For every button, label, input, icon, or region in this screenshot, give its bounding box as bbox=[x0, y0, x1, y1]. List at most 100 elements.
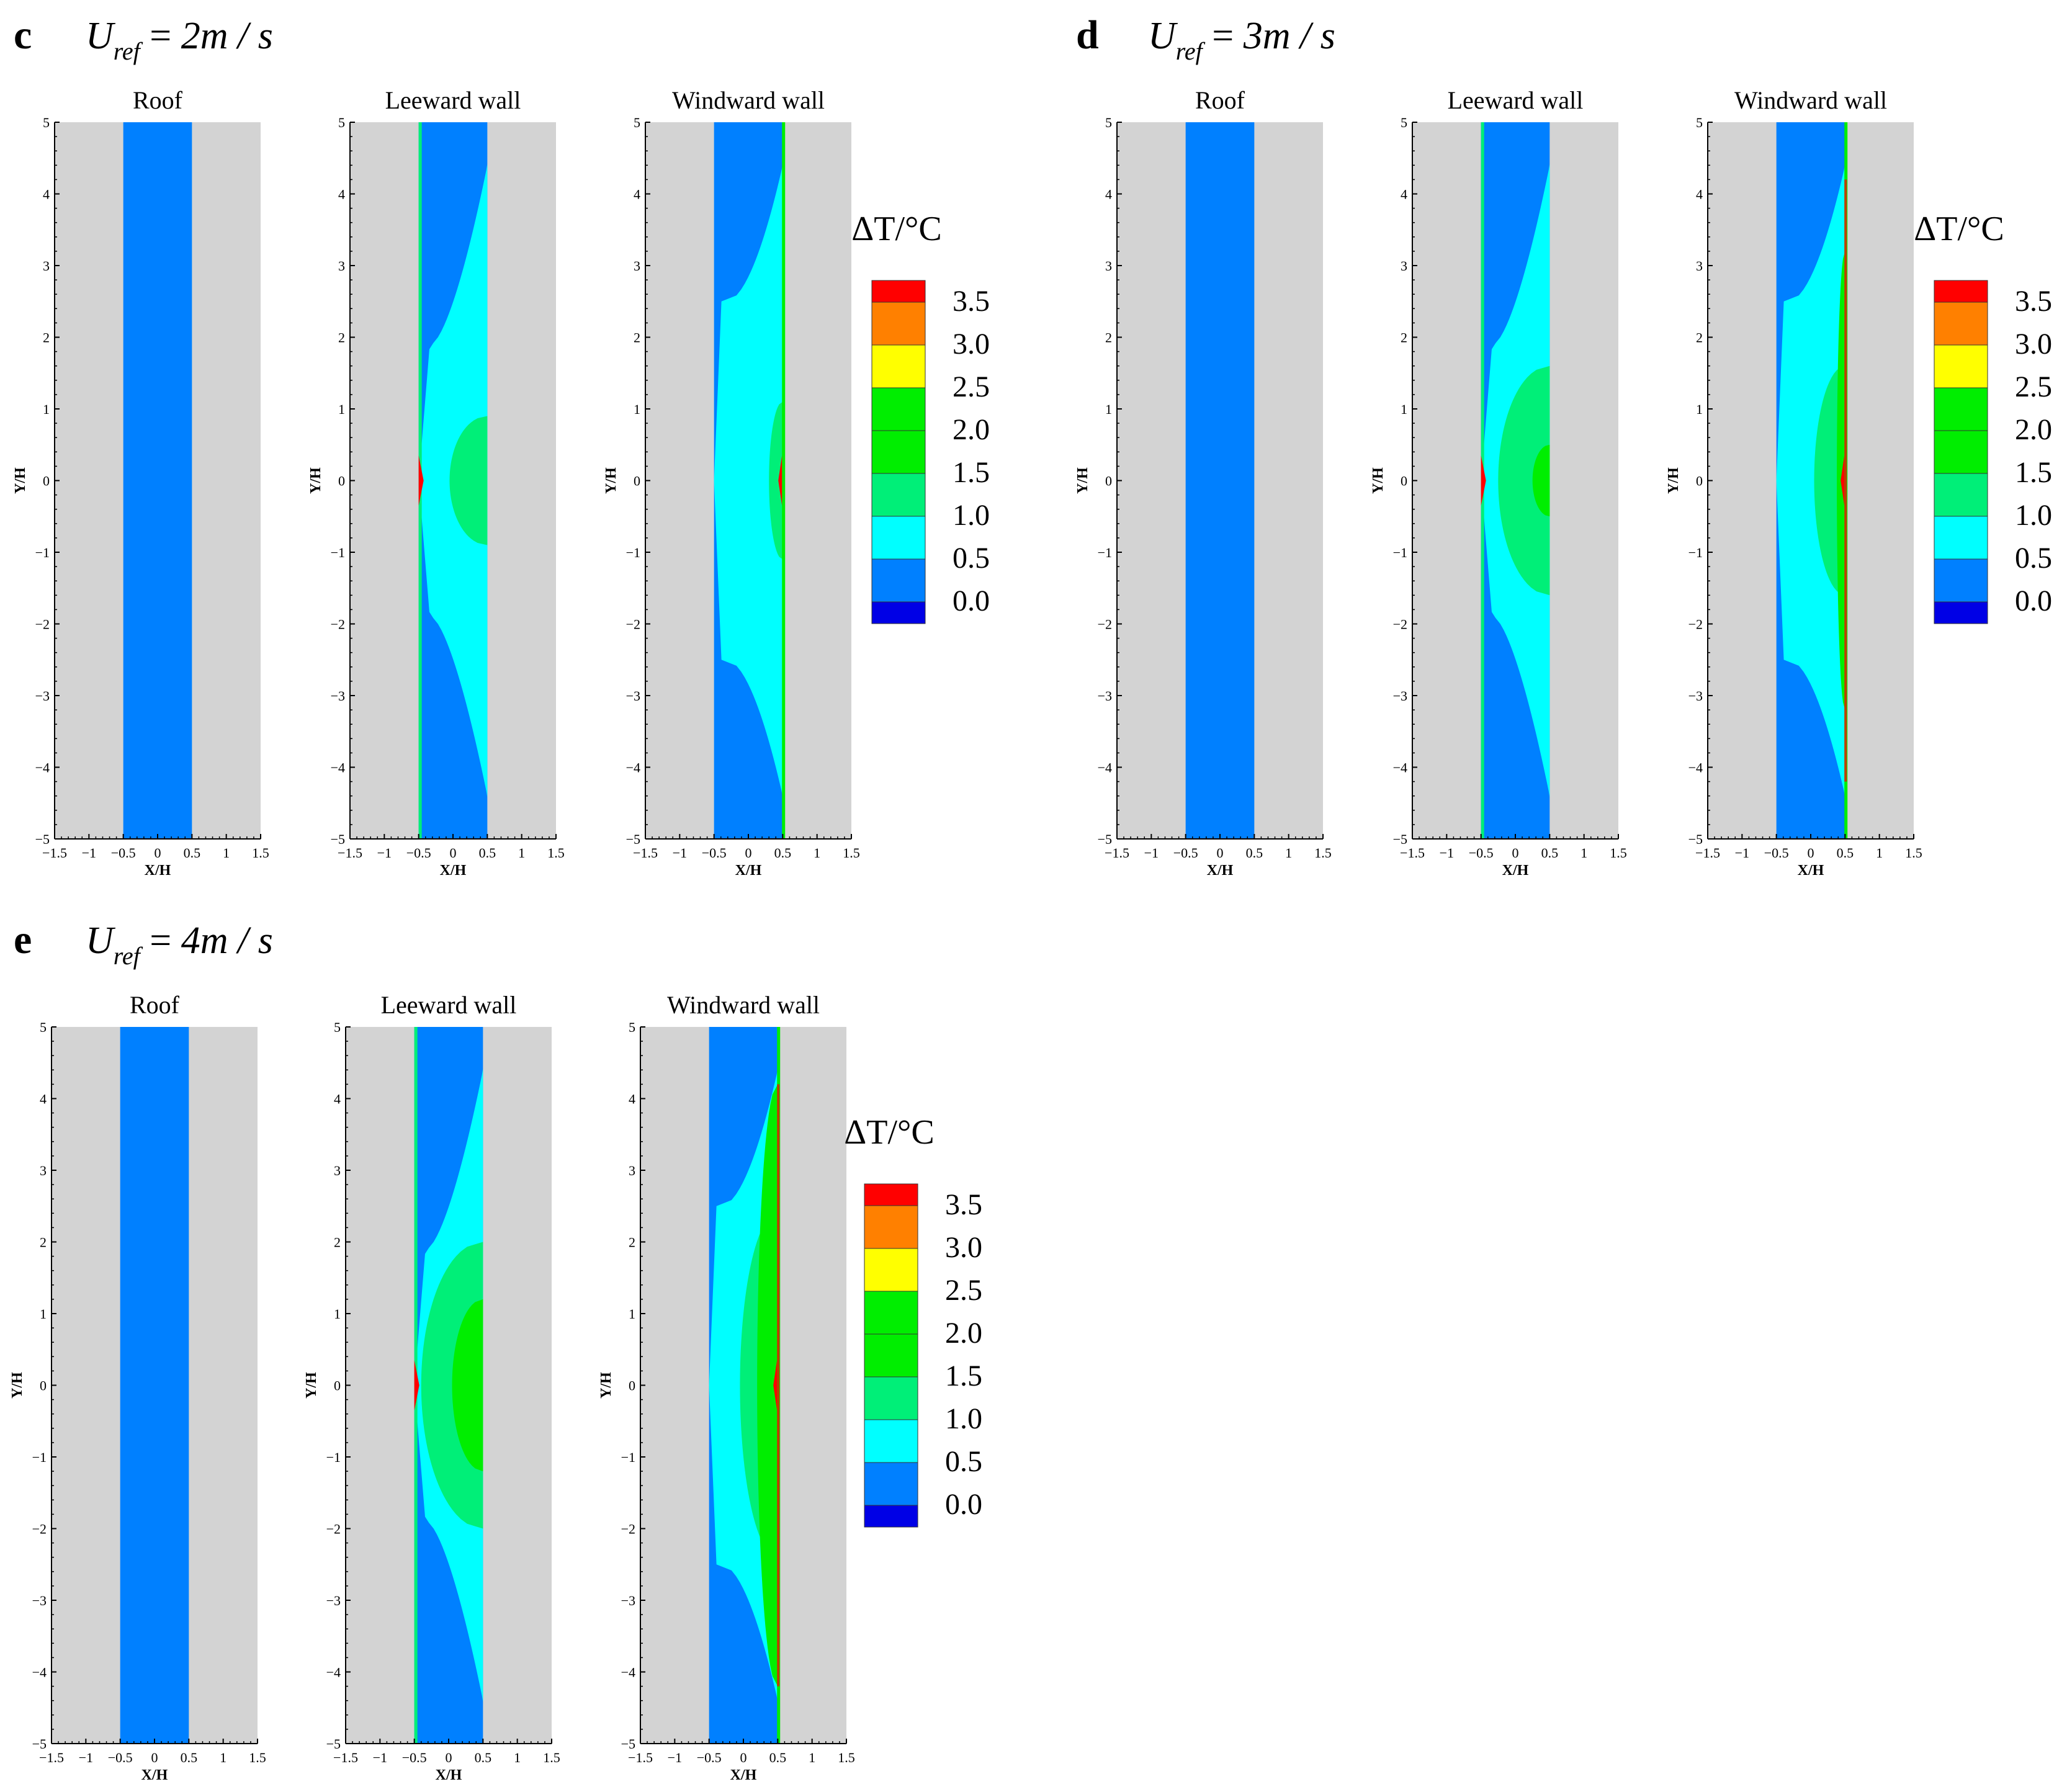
y-tick-label: −3 bbox=[35, 688, 50, 704]
legend-label: 0.5 bbox=[2015, 542, 2052, 575]
legend-swatch bbox=[864, 1333, 918, 1378]
legend-swatch bbox=[1934, 430, 1988, 474]
legend: ΔT/°C 3.5 3.0 2.5 2.0 1.5 1.0 0.5 0.0 bbox=[851, 210, 990, 624]
legend-swatch bbox=[1934, 516, 1988, 560]
x-tick-label: −1 bbox=[377, 845, 392, 861]
subplot-leeward: Leeward wall 5 4 3 2 1 0 −1 −2 −3 −4 −5−1.5 −1 −0.5 0 0… bbox=[1370, 86, 1627, 879]
x-tick-label: −0.5 bbox=[702, 845, 727, 861]
contour-band-1-0 bbox=[714, 122, 783, 481]
x-axis-label: X/H bbox=[141, 1767, 168, 1783]
x-tick-label: 1.5 bbox=[1314, 845, 1332, 861]
x-tick-label: 1 bbox=[518, 845, 525, 861]
legend-label: 0.0 bbox=[953, 585, 990, 617]
y-axis-label: Y/H bbox=[598, 1372, 614, 1399]
subplot-windward: Windward wall 5 4 3 2 1 0 −1 −2 −3 −4 −5−1.5 −1 −0.5 0… bbox=[603, 86, 860, 879]
legend-label: 2.0 bbox=[953, 413, 990, 446]
y-tick-label: 4 bbox=[43, 187, 50, 202]
legend-swatch bbox=[871, 601, 926, 624]
y-tick-label: 0 bbox=[338, 473, 345, 489]
y-tick-label: 2 bbox=[40, 1235, 47, 1250]
y-tick-label: −5 bbox=[621, 1736, 635, 1752]
x-tick-label: 1.5 bbox=[252, 845, 269, 861]
y-tick-label: 4 bbox=[1105, 187, 1112, 202]
contour-band-1-0 bbox=[418, 122, 488, 481]
legend-swatch bbox=[864, 1183, 918, 1206]
y-tick-label: −4 bbox=[1393, 760, 1407, 776]
x-tick-label: −1.5 bbox=[1400, 845, 1425, 861]
y-tick-label: 5 bbox=[1696, 115, 1703, 130]
y-tick-label: 5 bbox=[1105, 115, 1112, 130]
velocity-equation: Uref = 4m / s bbox=[86, 920, 273, 970]
y-tick-label: −5 bbox=[626, 831, 640, 847]
x-axis-label: X/H bbox=[1798, 862, 1824, 879]
legend-label: 2.0 bbox=[945, 1317, 982, 1350]
subplot-leeward: Leeward wall 5 4 3 2 1 0 −1 −2 −3 −4 −5−1.5 −1 −0.5 0 0… bbox=[303, 991, 560, 1783]
y-tick-label: −3 bbox=[621, 1593, 635, 1608]
y-tick-label: 0 bbox=[1401, 473, 1407, 489]
legend-label: 1.5 bbox=[2015, 456, 2052, 489]
y-tick-label: 2 bbox=[634, 330, 640, 346]
y-tick-label: −4 bbox=[326, 1665, 341, 1680]
y-tick-label: −5 bbox=[331, 831, 345, 847]
y-tick-label: −1 bbox=[331, 545, 345, 560]
subplot-title: Leeward wall bbox=[381, 991, 517, 1019]
y-tick-label: 0 bbox=[634, 473, 640, 489]
y-tick-label: 3 bbox=[43, 258, 50, 274]
legend-swatch bbox=[871, 387, 926, 431]
x-tick-label: 1 bbox=[1876, 845, 1883, 861]
legend-swatch bbox=[1934, 387, 1988, 431]
legend-label: 3.0 bbox=[945, 1231, 982, 1264]
x-tick-label: −1.5 bbox=[42, 845, 67, 861]
panel-letter: e bbox=[14, 917, 32, 962]
contour-band-2-0 bbox=[452, 1299, 483, 1472]
x-tick-label: 0.5 bbox=[475, 1750, 492, 1765]
subplot-title: Roof bbox=[130, 991, 180, 1019]
y-tick-label: 4 bbox=[629, 1091, 635, 1107]
x-tick-label: −1 bbox=[1735, 845, 1749, 861]
panel-letter: c bbox=[14, 12, 32, 58]
legend-label: 1.5 bbox=[953, 456, 990, 489]
legend-swatch bbox=[1934, 558, 1988, 603]
y-tick-label: 0 bbox=[334, 1378, 341, 1394]
legend-swatch bbox=[871, 430, 926, 474]
y-tick-label: −5 bbox=[326, 1736, 341, 1752]
windward-hot-edge bbox=[777, 1084, 780, 1687]
x-tick-label: 1.5 bbox=[1610, 845, 1627, 861]
legend-label: 1.0 bbox=[953, 499, 990, 532]
hot-spot bbox=[1481, 455, 1486, 506]
velocity-value: 4m / s bbox=[181, 920, 273, 962]
y-tick-label: −3 bbox=[326, 1593, 341, 1608]
velocity-equation: Uref = 3m / s bbox=[1148, 15, 1335, 65]
y-tick-label: −2 bbox=[1393, 617, 1407, 632]
y-tick-label: 4 bbox=[338, 187, 345, 202]
legend-swatch bbox=[864, 1376, 918, 1420]
x-tick-label: 1 bbox=[1285, 845, 1292, 861]
y-tick-label: 4 bbox=[1696, 187, 1703, 202]
x-axis-label: X/H bbox=[440, 862, 467, 879]
x-tick-label: 0 bbox=[1808, 845, 1814, 861]
x-tick-label: −1.5 bbox=[1105, 845, 1129, 861]
hot-spot bbox=[773, 1360, 778, 1410]
legend-title: ΔT/°C bbox=[851, 210, 942, 248]
legend-swatch bbox=[871, 516, 926, 560]
x-tick-label: 1 bbox=[814, 845, 820, 861]
legend-swatch bbox=[864, 1205, 918, 1249]
legend-label: 2.5 bbox=[945, 1274, 982, 1307]
legend: ΔT/°C 3.5 3.0 2.5 2.0 1.5 1.0 0.5 0.0 bbox=[844, 1113, 982, 1528]
x-tick-label: −0.5 bbox=[1469, 845, 1494, 861]
subplot-roof: Roof 5 4 3 2 1 0 −1 −2 −3 −4 −5−1.5 −1 −0.5 0 0.5 1 1.5 X/… bbox=[1075, 86, 1332, 879]
x-tick-label: −1 bbox=[1440, 845, 1454, 861]
y-axis-label: Y/H bbox=[303, 1372, 320, 1399]
subplot-title: Roof bbox=[133, 86, 183, 114]
subplot-title: Windward wall bbox=[667, 991, 820, 1019]
y-tick-label: −5 bbox=[1393, 831, 1407, 847]
legend-swatch bbox=[871, 473, 926, 517]
hot-spot bbox=[418, 455, 424, 506]
contour-band-1-5 bbox=[449, 416, 488, 545]
y-tick-label: 0 bbox=[43, 473, 50, 489]
y-tick-label: −2 bbox=[1688, 617, 1703, 632]
x-tick-label: −1 bbox=[373, 1750, 387, 1765]
x-tick-label: 0.5 bbox=[184, 845, 201, 861]
